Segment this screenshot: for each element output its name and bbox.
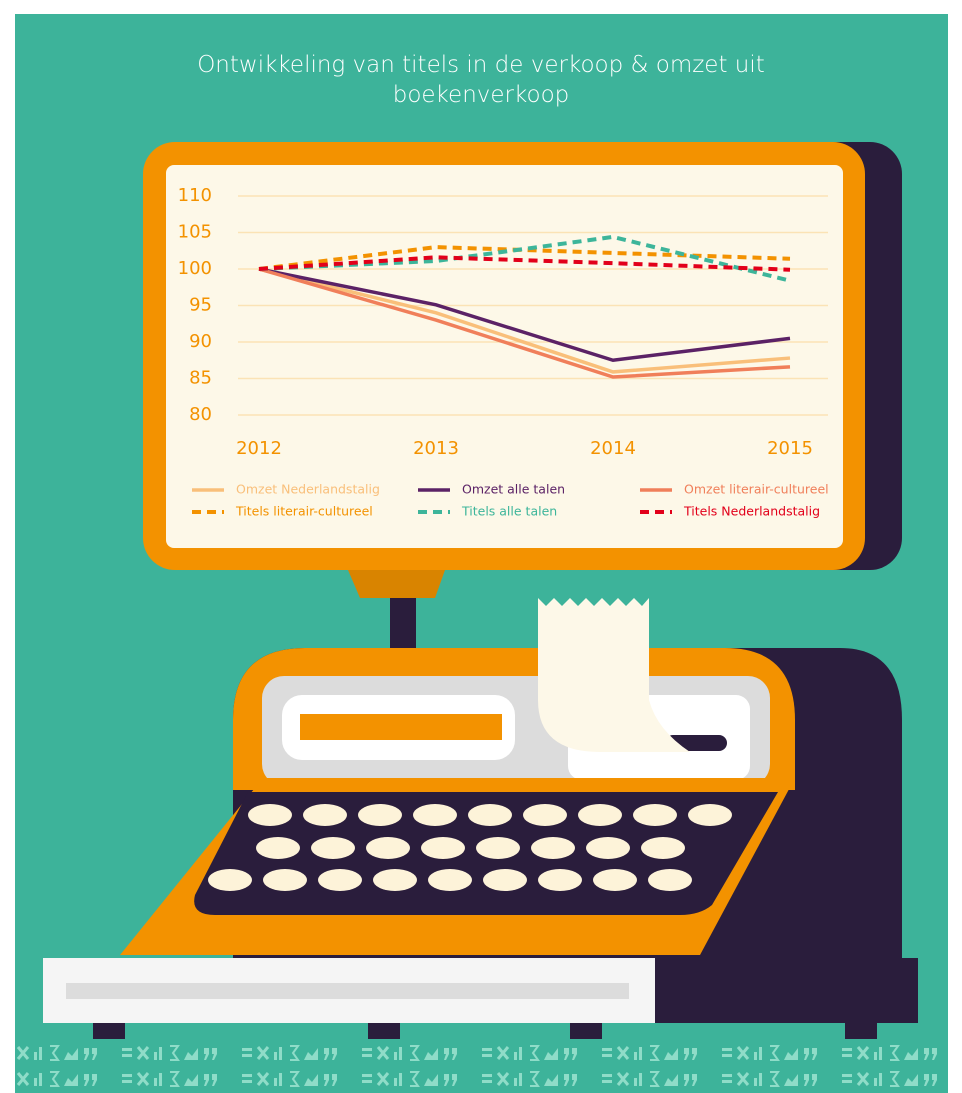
y-tick-label: 80 bbox=[189, 404, 212, 425]
series-line bbox=[258, 245, 791, 271]
y-tick-label: 100 bbox=[178, 258, 212, 279]
y-tick-label: 110 bbox=[178, 185, 212, 206]
y-tick-label: 90 bbox=[189, 331, 212, 352]
monitor-stand bbox=[348, 570, 445, 598]
legend-label: Titels alle talen bbox=[461, 504, 557, 519]
x-tick-label: 2015 bbox=[767, 438, 813, 459]
drawer-handle bbox=[66, 983, 629, 999]
y-tick-label: 105 bbox=[178, 222, 212, 243]
series-line bbox=[258, 267, 791, 374]
display bbox=[300, 714, 502, 740]
feet bbox=[93, 1023, 877, 1039]
legend-label: Omzet alle talen bbox=[462, 482, 565, 497]
series-line bbox=[258, 267, 791, 379]
x-tick-label: 2014 bbox=[590, 438, 636, 459]
legend-label: Titels Nederlandstalig bbox=[683, 504, 820, 519]
legend-label: Omzet Nederlandstalig bbox=[236, 482, 380, 497]
monitor-pole bbox=[390, 598, 416, 653]
x-tick-label: 2012 bbox=[236, 438, 282, 459]
legend-label: Omzet literair-cultureel bbox=[684, 482, 829, 497]
series-line bbox=[258, 267, 791, 363]
receipt bbox=[538, 598, 690, 752]
y-tick-label: 85 bbox=[189, 368, 212, 389]
series-line bbox=[258, 255, 791, 272]
drawer-side bbox=[655, 958, 918, 1023]
keys bbox=[208, 804, 732, 891]
chart-title: Ontwikkeling van titels in de verkoop & … bbox=[197, 52, 765, 108]
y-tick-label: 95 bbox=[189, 295, 212, 316]
icon-strip bbox=[15, 1040, 948, 1093]
legend-label: Titels literair-cultureel bbox=[235, 504, 373, 519]
chart: 80 85 90 95 100 105 110 2012 2013 2014 2015 Omzet N… bbox=[178, 185, 829, 519]
x-tick-label: 2013 bbox=[413, 438, 459, 459]
